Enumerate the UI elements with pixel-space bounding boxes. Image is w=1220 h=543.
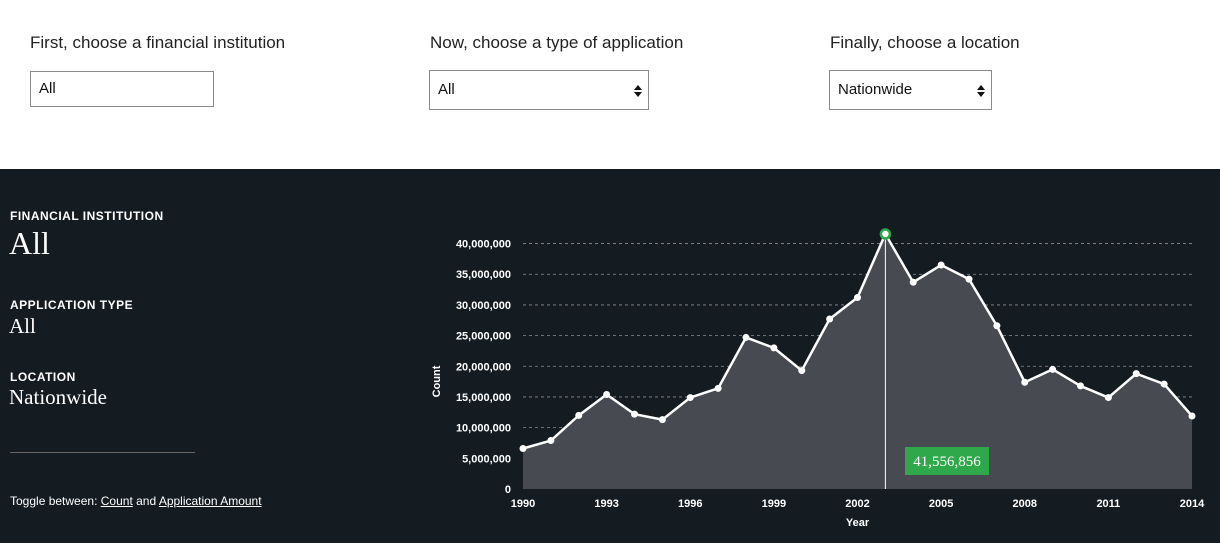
x-tick-label: 1990 bbox=[511, 498, 535, 510]
x-tick-label: 1996 bbox=[678, 498, 702, 510]
select-arrows-icon bbox=[977, 85, 985, 97]
location-summary-value: Nationwide bbox=[9, 385, 107, 409]
institution-summary-value: All bbox=[9, 225, 50, 261]
toggle-amount-link[interactable]: Application Amount bbox=[158, 494, 262, 508]
x-tick-label: 2008 bbox=[1013, 498, 1037, 510]
data-point[interactable] bbox=[686, 394, 694, 402]
data-point[interactable] bbox=[658, 416, 666, 424]
application-type-summary-label: APPLICATION TYPE bbox=[10, 298, 134, 312]
filter-bar: First, choose a financial institution Al… bbox=[0, 0, 1220, 169]
y-tick-label: 20,000,000 bbox=[456, 361, 511, 373]
application-type-filter: Now, choose a type of application bbox=[430, 33, 683, 53]
data-point[interactable] bbox=[714, 384, 722, 392]
x-tick-label: 1999 bbox=[762, 498, 786, 510]
data-point[interactable] bbox=[826, 315, 834, 323]
x-axis-title: Year bbox=[846, 517, 870, 529]
toggle-prefix: Toggle between: bbox=[10, 494, 98, 508]
toggle-and: and bbox=[136, 494, 157, 508]
application-type-summary-value: All bbox=[9, 314, 36, 338]
toggle-text: Toggle between: Count and Application Am… bbox=[10, 494, 262, 508]
y-axis-ticks: 0 5,000,000 10,000,000 15,000,000 20,000,000… bbox=[456, 239, 511, 496]
data-point[interactable] bbox=[1188, 412, 1196, 420]
location-filter-label: Finally, choose a location bbox=[830, 33, 1020, 52]
x-tick-label: 2014 bbox=[1180, 498, 1205, 510]
data-point[interactable] bbox=[1104, 394, 1112, 402]
count-chart: 0 5,000,000 10,000,000 15,000,000 20,000,000… bbox=[431, 228, 1205, 529]
location-select-value: Nationwide bbox=[838, 81, 913, 98]
data-point[interactable] bbox=[909, 278, 917, 286]
institution-input-value: All bbox=[39, 80, 56, 97]
y-axis-title: Count bbox=[431, 365, 443, 397]
institution-input[interactable]: All bbox=[30, 71, 214, 107]
data-point[interactable] bbox=[798, 367, 806, 375]
application-type-select-value: All bbox=[438, 81, 455, 98]
institution-filter: First, choose a financial institution bbox=[30, 33, 285, 53]
data-point[interactable] bbox=[603, 391, 611, 399]
institution-filter-label: First, choose a financial institution bbox=[30, 33, 286, 52]
area-fill bbox=[523, 234, 1192, 489]
tooltip: 41,556,856 bbox=[905, 447, 989, 475]
data-point[interactable] bbox=[742, 333, 750, 341]
data-point[interactable] bbox=[547, 437, 555, 445]
y-tick-label: 30,000,000 bbox=[456, 300, 511, 312]
x-tick-label: 2011 bbox=[1096, 498, 1120, 510]
data-point[interactable] bbox=[575, 411, 583, 419]
data-point[interactable] bbox=[519, 445, 527, 453]
x-tick-label: 2005 bbox=[929, 498, 953, 510]
y-tick-label: 5,000,000 bbox=[462, 453, 511, 465]
data-point[interactable] bbox=[854, 294, 861, 302]
application-type-select[interactable]: All bbox=[429, 70, 649, 110]
divider bbox=[10, 452, 195, 453]
data-point[interactable] bbox=[937, 261, 945, 269]
application-type-filter-label: Now, choose a type of application bbox=[430, 33, 684, 52]
x-tick-label: 1993 bbox=[594, 498, 618, 510]
location-select[interactable]: Nationwide bbox=[829, 70, 992, 110]
data-point[interactable] bbox=[965, 275, 973, 283]
data-point[interactable] bbox=[1021, 378, 1029, 386]
y-tick-label: 40,000,000 bbox=[456, 239, 511, 251]
data-point[interactable] bbox=[993, 322, 1001, 330]
data-point[interactable] bbox=[770, 344, 778, 352]
y-tick-label: 0 bbox=[505, 484, 511, 496]
y-tick-label: 15,000,000 bbox=[456, 392, 511, 404]
institution-summary-label: FINANCIAL INSTITUTION bbox=[10, 209, 164, 223]
y-tick-label: 10,000,000 bbox=[456, 423, 511, 435]
y-tick-label: 25,000,000 bbox=[456, 331, 511, 343]
tooltip-value: 41,556,856 bbox=[913, 454, 981, 470]
y-tick-label: 35,000,000 bbox=[456, 269, 511, 281]
location-filter: Finally, choose a location bbox=[830, 33, 1020, 53]
tooltip-box bbox=[905, 447, 989, 475]
chart-area bbox=[522, 232, 1193, 489]
toggle-count-link[interactable]: Count bbox=[100, 494, 133, 508]
x-tick-label: 2002 bbox=[845, 498, 869, 510]
location-summary-label: LOCATION bbox=[10, 370, 76, 384]
data-point[interactable] bbox=[1160, 380, 1168, 388]
highlight-point[interactable] bbox=[879, 228, 892, 240]
x-axis-ticks: 1990 1993 1996 1999 2002 2005 2008 2011 2014 bbox=[511, 498, 1205, 510]
chart-points bbox=[519, 228, 1196, 453]
select-arrows-icon bbox=[634, 85, 642, 97]
data-point[interactable] bbox=[1049, 365, 1057, 373]
data-point[interactable] bbox=[631, 410, 638, 418]
data-point[interactable] bbox=[1132, 370, 1140, 378]
data-point[interactable] bbox=[1077, 382, 1084, 390]
